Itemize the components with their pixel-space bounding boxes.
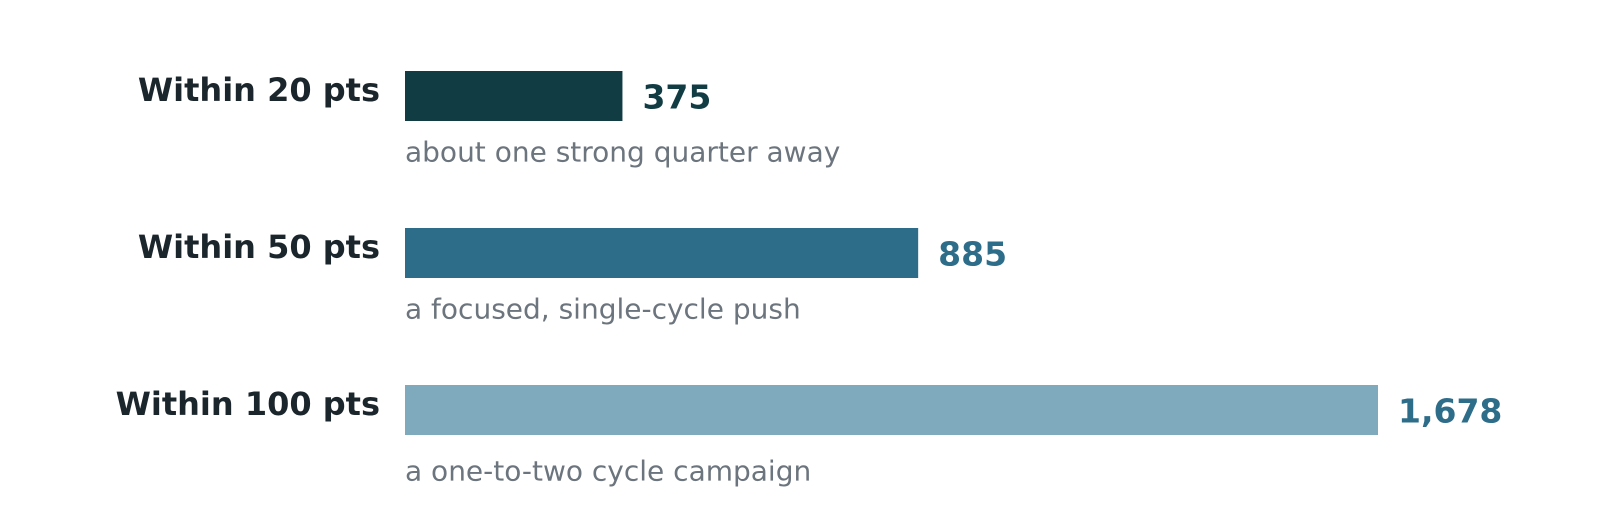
category-label: Within 50 pts [138, 228, 380, 266]
value-label: 1,678 [1398, 392, 1502, 431]
bar [405, 228, 919, 278]
annotation: about one strong quarter away [405, 136, 840, 169]
annotation: a one-to-two cycle campaign [405, 455, 811, 488]
value-label: 375 [642, 78, 711, 117]
category-label: Within 20 pts [138, 71, 380, 109]
annotation: a focused, single-cycle push [405, 293, 801, 326]
category-label: Within 100 pts [116, 385, 380, 423]
bar [405, 385, 1378, 435]
bar [405, 71, 623, 121]
value-label: 885 [938, 235, 1007, 274]
